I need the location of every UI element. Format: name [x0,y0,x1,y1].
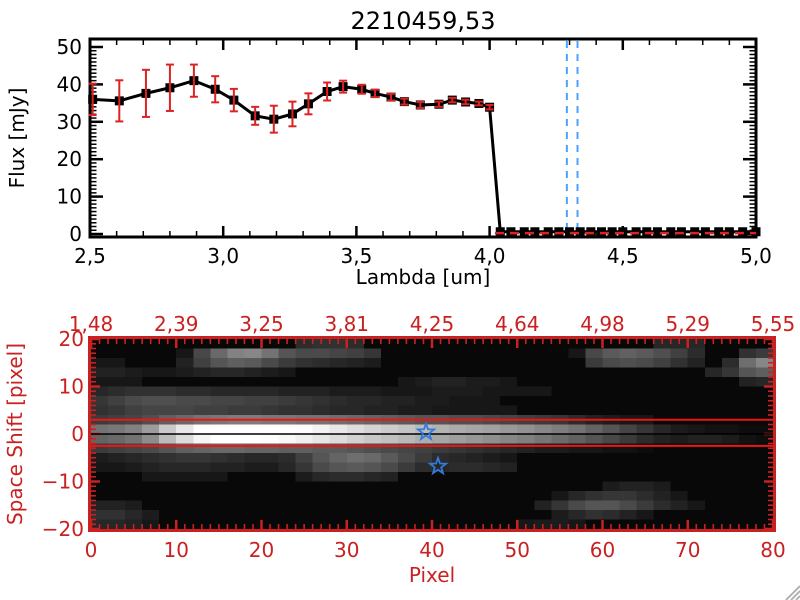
space-shift-axis-label: Space Shift [pixel] [3,343,27,525]
wavelength-tick-label: 3,81 [324,312,369,336]
data-point-marker [652,227,662,237]
data-point-marker [676,227,686,237]
pixel-tick-label: 40 [419,538,444,562]
space-shift-tick-label: −10 [42,470,84,494]
space-shift-tick-label: 0 [71,422,84,446]
spectrum-plot-frame [88,37,758,239]
lambda-axis-label: Lambda [um] [356,265,491,289]
data-point-marker [495,227,505,237]
y-tick-label: 40 [57,72,82,96]
data-point-marker [751,227,761,237]
data-point-marker [738,227,748,237]
data-point-marker [596,227,606,237]
data-point-marker [519,227,529,237]
wavelength-tick-label: 5,55 [751,312,796,336]
wavelength-tick-label: 1,48 [69,312,114,336]
data-point-marker [586,227,596,237]
image-frame [88,336,776,532]
x-tick-label: 4,5 [607,244,639,268]
data-point-marker [618,227,628,237]
star-marker [415,420,437,442]
y-tick-label: 30 [57,110,82,134]
flux-axis-label: Flux [mJy] [5,88,29,189]
data-point-marker [666,227,676,237]
plot-title: 2210459,53 [350,7,495,35]
x-tick-label: 5,0 [740,244,772,268]
data-point-marker [714,227,724,237]
y-tick-label: 50 [57,35,82,59]
spectrum-line [92,79,756,234]
data-point-marker [506,227,516,237]
wavelength-tick-label: 2,39 [154,312,199,336]
pixel-axis-label: Pixel [409,563,455,587]
data-point-marker [724,227,734,237]
data-point-marker [565,227,575,237]
data-point-marker [690,227,700,237]
star-marker [427,455,449,476]
x-tick-label: 3,5 [340,244,372,268]
wavelength-tick-label: 4,64 [495,312,540,336]
data-point-marker [642,227,652,237]
x-tick-label: 2,5 [74,244,106,268]
pixel-tick-label: 0 [85,538,98,562]
data-point-marker [530,227,540,237]
x-tick-label: 3,0 [207,244,239,268]
y-tick-label: 10 [57,185,82,209]
pixel-tick-label: 60 [590,538,615,562]
data-point-marker [700,227,710,237]
pixel-tick-label: 20 [249,538,274,562]
wavelength-tick-label: 5,29 [665,312,710,336]
wavelength-tick-label: 3,25 [239,312,284,336]
pixel-tick-label: 50 [505,538,530,562]
window-resize-grip[interactable] [785,585,800,600]
pixel-tick-label: 80 [760,538,785,562]
data-point-marker [631,227,641,237]
y-tick-label: 0 [69,222,82,246]
window-resize-grip[interactable] [795,595,800,600]
pixel-tick-label: 30 [334,538,359,562]
wavelength-tick-label: 4,98 [580,312,625,336]
data-point-marker [554,227,564,237]
data-point-marker [607,227,617,237]
y-tick-label: 20 [57,147,82,171]
x-tick-label: 4,0 [474,244,506,268]
data-point-marker [575,227,585,237]
space-shift-tick-label: −20 [42,517,84,541]
pixel-tick-label: 10 [164,538,189,562]
wavelength-tick-label: 4,25 [410,312,455,336]
space-shift-tick-label: 20 [59,327,84,351]
space-shift-tick-label: 10 [59,375,84,399]
window-resize-grip[interactable] [790,590,800,600]
pixel-tick-label: 70 [675,538,700,562]
data-point-marker [543,227,553,237]
